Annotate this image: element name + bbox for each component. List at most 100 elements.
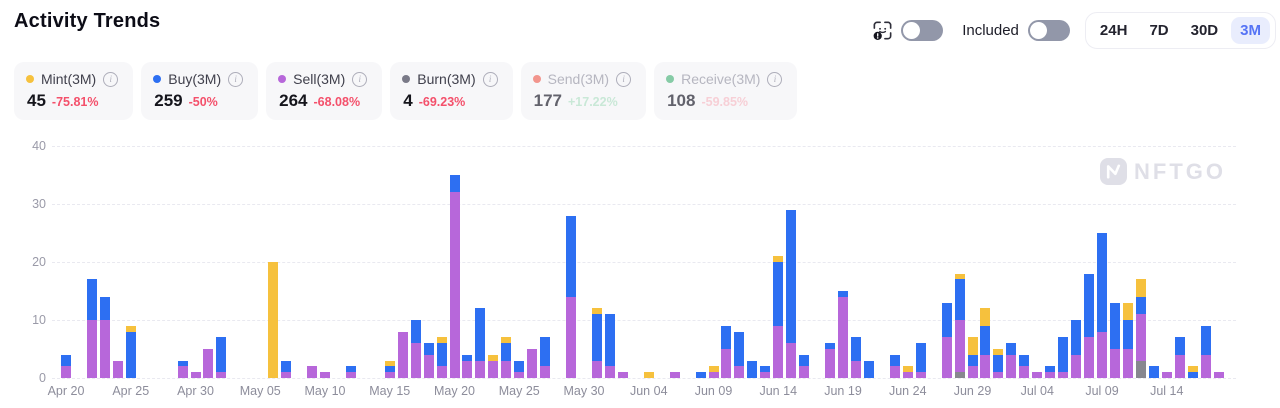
bar-segment-buy-jun-29[interactable]	[967, 354, 978, 367]
bar-segment-sell-may-02[interactable]	[216, 372, 227, 378]
bar-segment-buy-apr-25[interactable]	[125, 331, 136, 378]
bar-segment-mint-jun-28[interactable]	[954, 273, 965, 280]
bar-segment-sell-jun-15[interactable]	[786, 343, 797, 378]
bar-segment-buy-jul-08[interactable]	[1084, 273, 1095, 338]
bar-segment-sell-jul-10[interactable]	[1109, 349, 1120, 378]
bar-segment-buy-jul-11[interactable]	[1122, 320, 1133, 349]
bar-segment-sell-apr-29[interactable]	[177, 366, 188, 378]
bar-segment-sell-jun-20[interactable]	[850, 360, 861, 378]
bar-segment-buy-may-22[interactable]	[475, 308, 486, 361]
bar-segment-buy-jun-28[interactable]	[954, 279, 965, 320]
bar-segment-sell-may-01[interactable]	[203, 349, 214, 378]
bar-segment-mint-jun-29[interactable]	[967, 337, 978, 355]
bar-segment-sell-jun-24[interactable]	[902, 372, 913, 378]
bar-segment-buy-apr-23[interactable]	[99, 296, 110, 320]
bar-segment-mint-jun-04[interactable]	[643, 372, 654, 378]
bar-segment-mint-jun-24[interactable]	[902, 366, 913, 373]
bar-segment-buy-may-12[interactable]	[345, 366, 356, 373]
info-icon[interactable]: i	[103, 71, 119, 87]
bar-segment-sell-jul-08[interactable]	[1084, 337, 1095, 378]
bar-segment-mint-may-19[interactable]	[436, 337, 447, 344]
bar-segment-buy-may-31[interactable]	[591, 314, 602, 361]
range-button-7d[interactable]: 7D	[1140, 17, 1177, 44]
bar-segment-buy-jun-14[interactable]	[773, 262, 784, 326]
bar-segment-sell-jul-06[interactable]	[1058, 372, 1069, 378]
bar-segment-sell-apr-22[interactable]	[86, 320, 97, 378]
bar-segment-mint-may-31[interactable]	[591, 308, 602, 315]
bar-segment-buy-jul-02[interactable]	[1006, 343, 1017, 355]
bar-segment-sell-jun-19[interactable]	[838, 296, 848, 378]
bar-segment-sell-may-26[interactable]	[527, 349, 538, 378]
bar-segment-mint-jun-14[interactable]	[773, 256, 784, 262]
bar-segment-sell-jul-03[interactable]	[1019, 366, 1030, 378]
bar-segment-buy-jun-10[interactable]	[721, 325, 732, 349]
bar-segment-sell-apr-30[interactable]	[190, 372, 201, 378]
bar-segment-mint-apr-25[interactable]	[125, 325, 136, 332]
bar-segment-buy-jul-06[interactable]	[1058, 337, 1069, 373]
legend-card-send[interactable]: Send(3M) i 177 +17.22%	[520, 62, 647, 120]
bar-segment-mint-may-24[interactable]	[501, 337, 512, 344]
bar-segment-sell-may-10[interactable]	[320, 372, 330, 378]
bar-segment-sell-jul-14[interactable]	[1161, 372, 1172, 378]
bar-segment-buy-jul-03[interactable]	[1019, 354, 1030, 367]
bar-segment-burn-jul-12[interactable]	[1135, 360, 1146, 378]
bar-segment-sell-jun-25[interactable]	[915, 372, 926, 378]
bar-segment-buy-jul-05[interactable]	[1045, 366, 1056, 373]
bar-segment-sell-jun-18[interactable]	[825, 349, 836, 378]
bar-segment-buy-jun-13[interactable]	[760, 366, 771, 373]
bar-segment-buy-jun-23[interactable]	[889, 354, 900, 367]
range-button-3m[interactable]: 3M	[1231, 16, 1270, 44]
bar-segment-sell-may-15[interactable]	[384, 372, 395, 378]
legend-card-receive[interactable]: Receive(3M) i 108 -59.85%	[654, 62, 798, 120]
bar-segment-buy-jun-01[interactable]	[604, 314, 615, 367]
bar-segment-mint-jul-16[interactable]	[1187, 366, 1198, 373]
bar-segment-buy-jul-01[interactable]	[993, 354, 1004, 373]
bar-segment-sell-jul-05[interactable]	[1045, 372, 1056, 378]
bar-segment-sell-may-17[interactable]	[410, 343, 421, 378]
bar-segment-sell-jul-17[interactable]	[1200, 354, 1211, 378]
bar-segment-buy-may-27[interactable]	[540, 337, 551, 367]
bar-segment-sell-apr-23[interactable]	[99, 320, 110, 378]
bar-segment-buy-jul-09[interactable]	[1097, 233, 1107, 332]
bar-segment-sell-jun-06[interactable]	[669, 372, 680, 378]
bar-segment-buy-may-15[interactable]	[384, 366, 395, 373]
bar-segment-buy-jun-25[interactable]	[915, 343, 926, 373]
bar-segment-sell-jun-16[interactable]	[799, 366, 810, 378]
spam-filter-icon[interactable]	[871, 19, 894, 42]
bar-segment-sell-jul-02[interactable]	[1006, 354, 1017, 378]
bar-segment-sell-may-19[interactable]	[436, 366, 447, 378]
bar-segment-buy-may-21[interactable]	[462, 354, 473, 361]
info-icon[interactable]: i	[616, 71, 632, 87]
legend-card-sell[interactable]: Sell(3M) i 264 -68.08%	[266, 62, 383, 120]
bar-segment-mint-jul-11[interactable]	[1122, 302, 1133, 320]
bar-segment-buy-jul-15[interactable]	[1174, 337, 1185, 355]
bar-segment-sell-jun-01[interactable]	[604, 366, 615, 378]
bar-segment-mint-jul-01[interactable]	[993, 349, 1004, 355]
bar-segment-buy-may-29[interactable]	[566, 215, 577, 297]
bar-segment-buy-jul-10[interactable]	[1109, 302, 1120, 349]
bar-segment-buy-jul-16[interactable]	[1187, 372, 1198, 378]
bar-segment-buy-jun-16[interactable]	[799, 354, 810, 367]
bar-segment-sell-may-23[interactable]	[488, 360, 499, 378]
bar-segment-buy-jul-13[interactable]	[1148, 366, 1159, 378]
bar-segment-buy-jul-12[interactable]	[1135, 296, 1146, 315]
legend-card-buy[interactable]: Buy(3M) i 259 -50%	[141, 62, 259, 120]
bar-segment-buy-apr-29[interactable]	[177, 360, 188, 367]
bar-segment-sell-may-21[interactable]	[462, 360, 473, 378]
bar-segment-buy-jun-15[interactable]	[786, 209, 797, 344]
bar-segment-sell-jul-15[interactable]	[1174, 354, 1185, 378]
range-button-24h[interactable]: 24H	[1091, 17, 1137, 44]
bar-segment-sell-jun-14[interactable]	[773, 325, 784, 378]
bar-segment-buy-jun-12[interactable]	[747, 360, 758, 378]
bar-segment-sell-may-09[interactable]	[307, 366, 318, 378]
bar-segment-sell-apr-24[interactable]	[112, 360, 123, 378]
bar-segment-buy-jun-19[interactable]	[838, 291, 848, 297]
legend-card-burn[interactable]: Burn(3M) i 4 -69.23%	[390, 62, 513, 120]
bar-segment-buy-may-20[interactable]	[449, 175, 460, 193]
bar-segment-buy-may-24[interactable]	[501, 343, 512, 361]
bar-segment-sell-jul-11[interactable]	[1122, 349, 1133, 378]
bar-segment-buy-may-02[interactable]	[216, 337, 227, 373]
bar-segment-sell-may-20[interactable]	[449, 192, 460, 378]
bar-segment-mint-may-23[interactable]	[488, 354, 499, 361]
range-button-30d[interactable]: 30D	[1182, 17, 1228, 44]
